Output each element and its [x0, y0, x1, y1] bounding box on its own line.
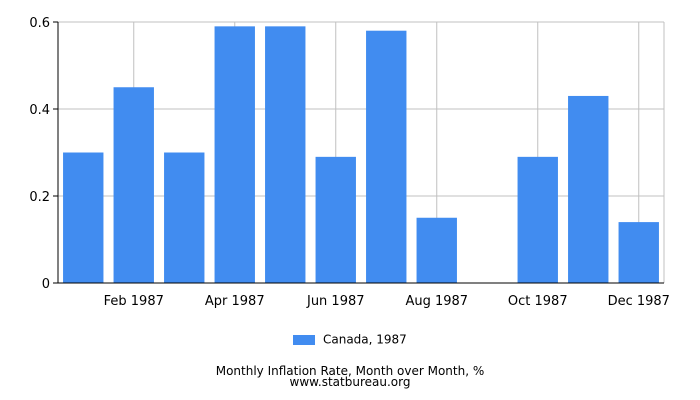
- x-tick-label: Aug 1987: [405, 294, 468, 309]
- bar: [618, 222, 659, 283]
- chart-legend: Canada, 1987: [0, 332, 700, 347]
- x-tick-label: Dec 1987: [608, 294, 670, 309]
- bar: [265, 26, 306, 283]
- bar: [63, 152, 104, 283]
- bar: [113, 87, 154, 283]
- y-tick-label: 0.2: [29, 190, 50, 205]
- y-tick-label: 0.4: [29, 103, 50, 118]
- y-tick-label: 0.6: [29, 16, 50, 31]
- bar: [315, 156, 356, 283]
- x-tick-label: Jun 1987: [306, 294, 365, 309]
- bar: [214, 26, 255, 283]
- legend-swatch: [293, 334, 316, 345]
- chart-title: Monthly Inflation Rate, Month over Month…: [215, 364, 485, 378]
- bar: [517, 156, 558, 283]
- bar: [416, 217, 457, 283]
- chart-source: www.statbureau.org: [289, 375, 411, 389]
- bar: [568, 95, 609, 283]
- x-tick-label: Apr 1987: [205, 294, 265, 309]
- y-tick-label: 0: [42, 277, 50, 292]
- chart-plot: 0 0.2 0.4 0.6 Feb 1987 Apr 1987 Jun 1987 Aug 19…: [29, 16, 670, 309]
- x-tick-label: Oct 1987: [508, 294, 568, 309]
- legend-label: Canada, 1987: [322, 332, 407, 347]
- x-tick-label: Feb 1987: [104, 294, 164, 309]
- bar: [366, 30, 407, 284]
- bar: [164, 152, 205, 283]
